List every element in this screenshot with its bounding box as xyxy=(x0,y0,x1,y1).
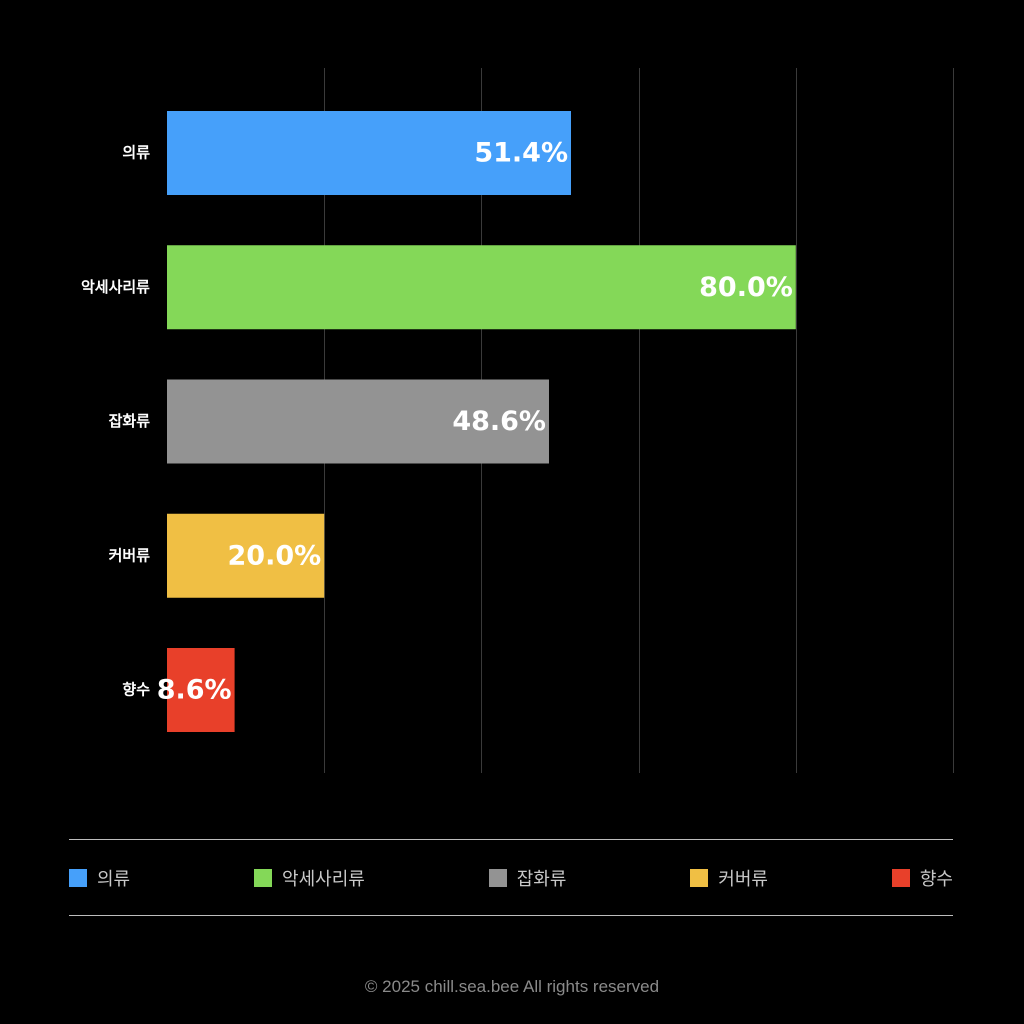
category-label: 악세사리류 xyxy=(81,278,150,296)
bar-1 xyxy=(167,245,796,330)
category-label: 잡화류 xyxy=(109,412,151,430)
legend-item-perfume: 향수 xyxy=(891,865,953,891)
bar-3 xyxy=(167,513,325,598)
legend-label: 커버류 xyxy=(718,868,768,890)
data-label: 48.6% xyxy=(452,406,546,437)
bars-group xyxy=(167,111,796,732)
legend-label: 잡화류 xyxy=(516,868,567,890)
legend-item-clothing: 의류 xyxy=(69,865,130,891)
copyright-footer: © 2025 chill.sea.bee All rights reserved xyxy=(364,977,660,996)
data-label: 51.4% xyxy=(474,138,568,169)
data-labels: 51.4% 80.0% 48.6% 20.0% 8.6% xyxy=(157,138,793,706)
legend-swatch xyxy=(488,868,507,887)
legend: 의류 악세사리류 잡화류 커버류 향수 xyxy=(69,839,953,916)
legend-item-covers: 커버류 xyxy=(690,865,768,891)
category-label: 의류 xyxy=(122,144,150,162)
category-label: 커버류 xyxy=(109,546,151,564)
legend-item-accessories: 악세사리류 xyxy=(254,865,365,891)
data-label: 80.0% xyxy=(699,272,793,303)
legend-swatch xyxy=(891,868,910,887)
legend-label: 의류 xyxy=(97,868,131,890)
legend-swatch xyxy=(690,868,709,887)
bar-4 xyxy=(167,648,235,732)
legend-label: 악세사리류 xyxy=(282,868,365,890)
data-label: 20.0% xyxy=(228,540,322,571)
data-label: 8.6% xyxy=(157,675,232,706)
bar-2 xyxy=(167,379,549,464)
legend-swatch xyxy=(254,868,273,887)
bar-0 xyxy=(167,111,572,195)
category-label: 향수 xyxy=(122,681,150,699)
legend-label: 향수 xyxy=(919,868,953,890)
legend-swatch xyxy=(69,868,87,887)
legend-item-goods: 잡화류 xyxy=(488,865,567,891)
